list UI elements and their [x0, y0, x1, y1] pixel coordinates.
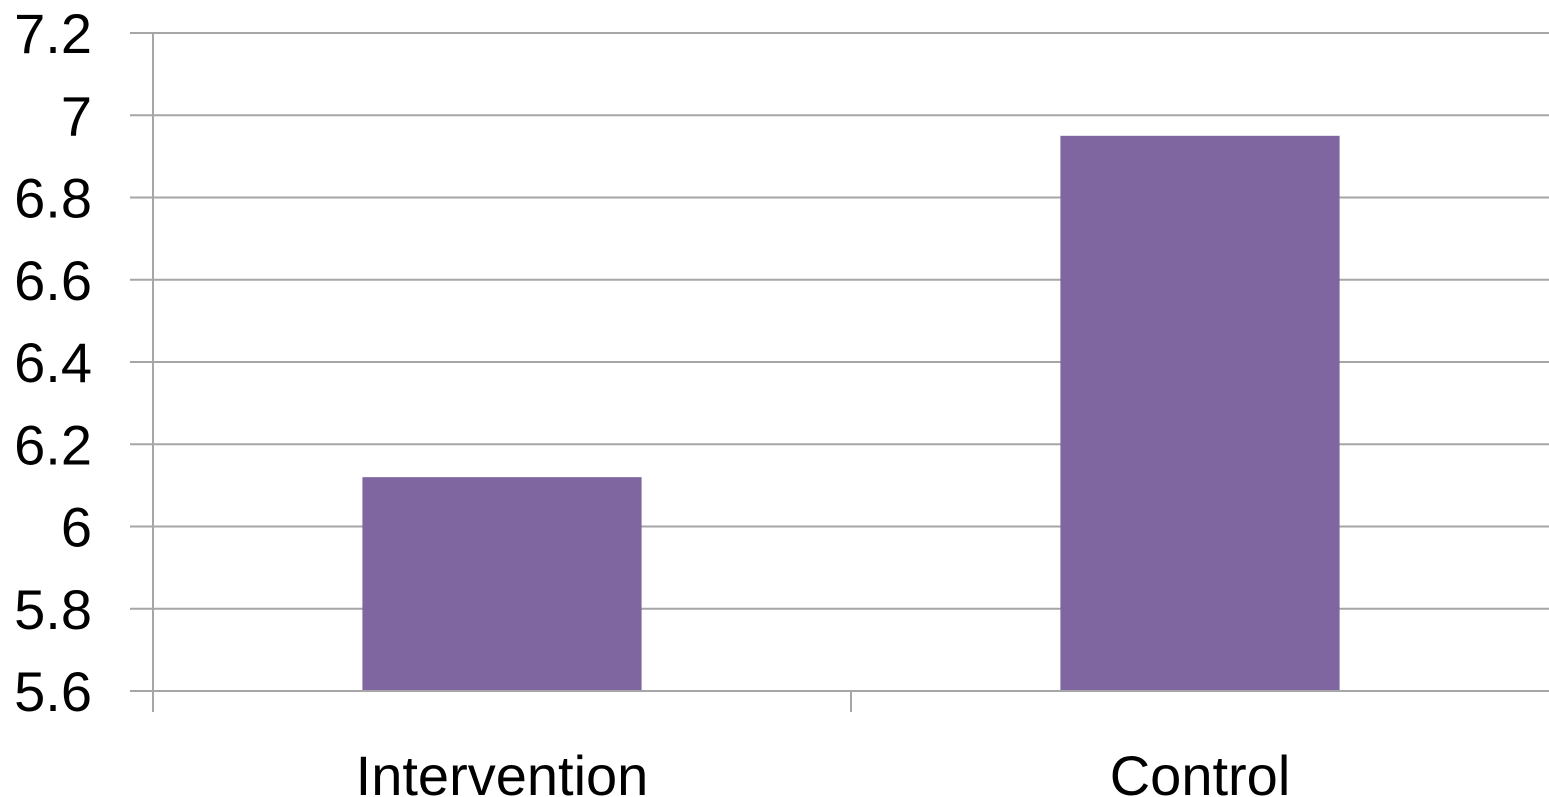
y-tick-label: 6.2	[14, 413, 92, 476]
y-axis-tick-labels: 5.6 5.8 6 6.2 6.4 6.6 6.8 7 7.2	[14, 2, 92, 723]
bars	[362, 135, 1340, 691]
y-tick-label: 6.4	[14, 331, 92, 394]
y-tick-label: 7.2	[14, 2, 92, 65]
bar-control	[1060, 135, 1340, 691]
y-tick-label: 6.6	[14, 249, 92, 312]
y-tick-label: 6	[61, 496, 92, 559]
x-category-label: Intervention	[356, 744, 649, 797]
bar-intervention	[362, 477, 642, 691]
axes	[152, 33, 1549, 712]
y-tick-label: 7	[61, 84, 92, 147]
y-tick-label: 5.6	[14, 660, 92, 723]
x-axis-category-labels: Intervention Control	[356, 744, 1291, 797]
x-category-label: Control	[1110, 744, 1291, 797]
y-tick-label: 6.8	[14, 167, 92, 230]
y-tick-label: 5.8	[14, 578, 92, 641]
